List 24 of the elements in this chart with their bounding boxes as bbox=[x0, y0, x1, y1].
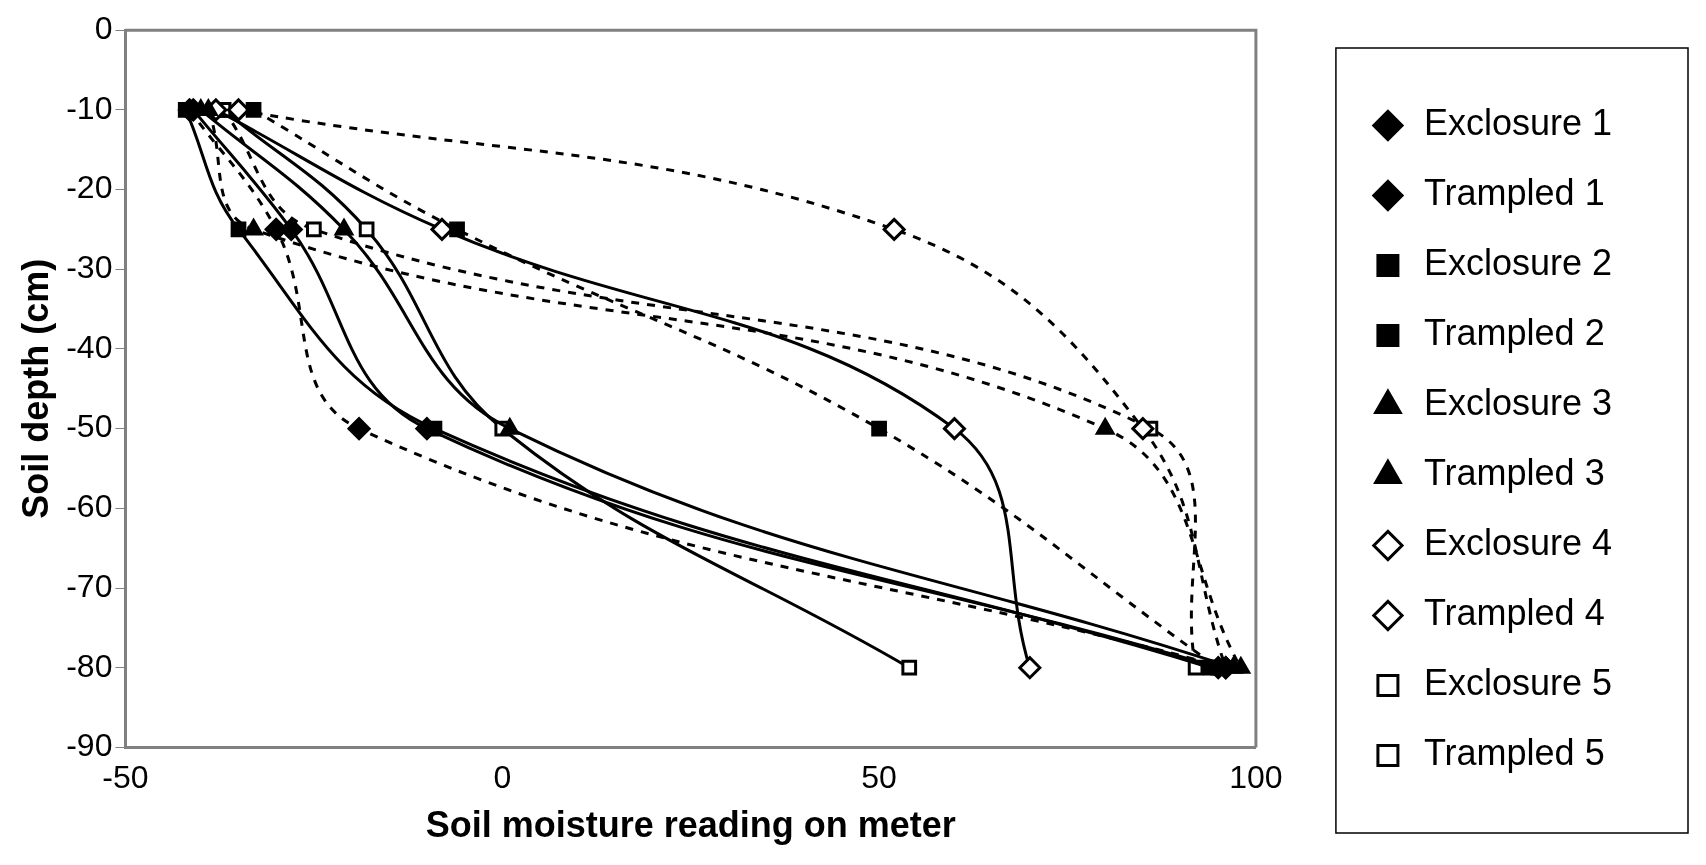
x-axis-title: Soil moisture reading on meter bbox=[425, 804, 956, 846]
legend-label: Exclosure 3 bbox=[1423, 382, 1613, 424]
y-tick-label: -40 bbox=[66, 328, 113, 365]
y-tick-label: 0 bbox=[94, 10, 113, 47]
y-tick-label: -10 bbox=[66, 89, 113, 126]
y-axis-title: Soil depth (cm) bbox=[14, 258, 56, 519]
x-tick-label: 50 bbox=[861, 759, 897, 796]
legend-label: Trampled 2 bbox=[1423, 312, 1605, 354]
legend-label: Trampled 3 bbox=[1423, 452, 1605, 494]
legend-label: Trampled 1 bbox=[1423, 172, 1605, 214]
y-tick-label: -20 bbox=[66, 169, 113, 206]
y-tick-label: -60 bbox=[66, 488, 113, 525]
legend-label: Exclosure 1 bbox=[1423, 102, 1613, 144]
legend-label: Exclosure 4 bbox=[1423, 522, 1613, 564]
legend-label: Trampled 4 bbox=[1423, 592, 1605, 634]
y-tick-label: -30 bbox=[66, 249, 113, 286]
legend-label: Trampled 5 bbox=[1423, 732, 1605, 774]
x-tick-label: 100 bbox=[1229, 759, 1283, 796]
x-tick-label: 0 bbox=[493, 759, 512, 796]
legend-label: Exclosure 5 bbox=[1423, 662, 1613, 704]
y-tick-label: -50 bbox=[66, 408, 113, 445]
legend-label: Exclosure 2 bbox=[1423, 242, 1613, 284]
y-tick-label: -80 bbox=[66, 647, 113, 684]
y-tick-label: -70 bbox=[66, 567, 113, 604]
